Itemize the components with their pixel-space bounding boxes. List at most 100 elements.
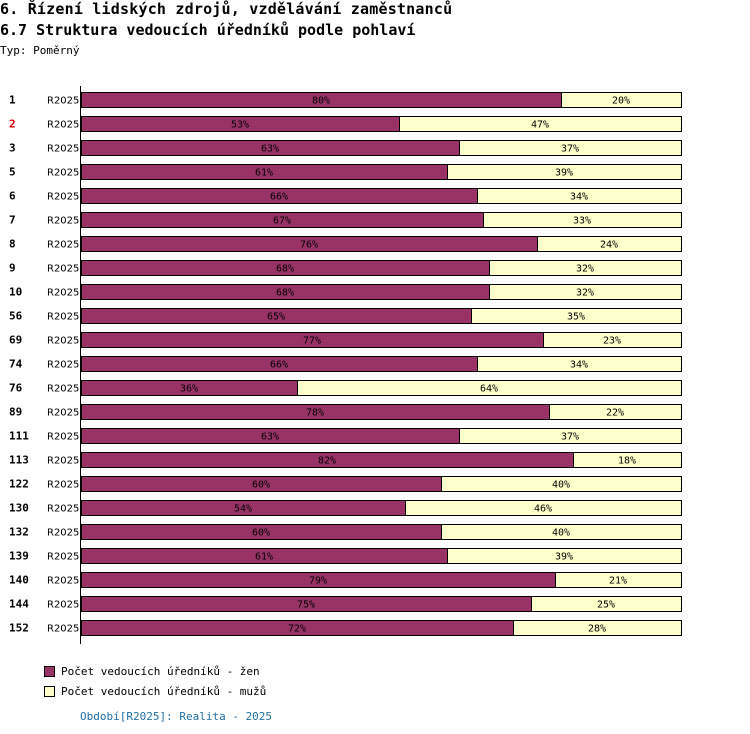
chart-title: 6.7 Struktura vedoucích úředníků podle p… xyxy=(0,21,416,39)
period-label: R2025 xyxy=(47,96,79,107)
data-label-women: 78% xyxy=(306,408,324,419)
period-label: R2025 xyxy=(47,384,79,395)
legend-label-women: Počet vedoucích úředníků - žen xyxy=(61,665,260,678)
legend-item-men: Počet vedoucích úředníků - mužů xyxy=(44,685,266,698)
category-label: 113 xyxy=(9,454,29,467)
category-label: 111 xyxy=(9,430,29,443)
category-label: 122 xyxy=(9,478,29,491)
legend-label-men: Počet vedoucích úředníků - mužů xyxy=(61,685,267,698)
period-label: R2025 xyxy=(47,360,79,371)
category-label: 140 xyxy=(9,574,29,587)
period-label: R2025 xyxy=(47,144,79,155)
bar-men xyxy=(459,428,682,444)
bar-men xyxy=(531,596,682,612)
data-label-women: 61% xyxy=(255,168,273,179)
data-label-women: 63% xyxy=(261,432,279,443)
data-label-women: 75% xyxy=(297,600,315,611)
category-label: 6 xyxy=(9,190,16,203)
data-label-women: 80% xyxy=(312,96,330,107)
data-label-women: 63% xyxy=(261,144,279,155)
period-label: R2025 xyxy=(47,120,79,131)
data-label-women: 68% xyxy=(276,264,294,275)
period-label: R2025 xyxy=(47,480,79,491)
data-label-men: 37% xyxy=(561,432,579,443)
data-label-women: 61% xyxy=(255,552,273,563)
chart-type-label: Typ: Poměrný xyxy=(0,44,80,57)
data-label-men: 24% xyxy=(600,240,618,251)
category-label: 2 xyxy=(9,118,16,131)
period-label: R2025 xyxy=(47,456,79,467)
data-label-men: 34% xyxy=(570,360,588,371)
data-label-women: 66% xyxy=(270,360,288,371)
category-label: 139 xyxy=(9,550,29,563)
bar-men xyxy=(483,212,682,228)
data-label-men: 40% xyxy=(552,480,570,491)
category-label: 7 xyxy=(9,214,16,227)
data-label-men: 37% xyxy=(561,144,579,155)
period-label: R2025 xyxy=(47,216,79,227)
category-label: 132 xyxy=(9,526,29,539)
period-label: R2025 xyxy=(47,408,79,419)
category-label: 3 xyxy=(9,142,16,155)
category-label: 8 xyxy=(9,238,16,251)
category-label: 1 xyxy=(9,94,16,107)
data-label-women: 54% xyxy=(234,504,252,515)
data-label-women: 66% xyxy=(270,192,288,203)
bar-men xyxy=(477,188,682,204)
data-label-women: 67% xyxy=(273,216,291,227)
category-label: 144 xyxy=(9,598,29,611)
legend-swatch-men xyxy=(44,686,55,697)
category-label: 152 xyxy=(9,622,29,635)
data-label-men: 21% xyxy=(609,576,627,587)
bar-men xyxy=(537,236,682,252)
legend-swatch-women xyxy=(44,666,55,677)
bar-men xyxy=(489,260,682,276)
data-label-women: 65% xyxy=(267,312,285,323)
bar-men xyxy=(477,356,682,372)
period-label: R2025 xyxy=(47,552,79,563)
category-label: 69 xyxy=(9,334,22,347)
category-label: 56 xyxy=(9,310,23,323)
data-label-women: 36% xyxy=(180,384,198,395)
data-label-men: 35% xyxy=(567,312,585,323)
data-label-men: 34% xyxy=(570,192,588,203)
data-label-women: 77% xyxy=(303,336,321,347)
data-label-men: 25% xyxy=(597,600,615,611)
bar-men xyxy=(405,500,682,516)
data-label-women: 60% xyxy=(252,480,270,491)
period-label: R2025 xyxy=(47,288,79,299)
period-label: R2025 xyxy=(47,504,79,515)
bar-men xyxy=(297,380,682,396)
category-label: 10 xyxy=(9,286,22,299)
period-footer: Období[R2025]: Realita - 2025 xyxy=(80,710,273,723)
data-label-men: 64% xyxy=(480,384,498,395)
bar-men xyxy=(489,284,682,300)
bar-men xyxy=(549,404,682,420)
period-label: R2025 xyxy=(47,264,79,275)
bar-men xyxy=(447,548,682,564)
data-label-women: 68% xyxy=(276,288,294,299)
data-label-men: 46% xyxy=(534,504,552,515)
period-label: R2025 xyxy=(47,432,79,443)
data-label-men: 40% xyxy=(552,528,570,539)
data-label-men: 32% xyxy=(576,264,594,275)
category-label: 130 xyxy=(9,502,29,515)
period-label: R2025 xyxy=(47,624,79,635)
data-label-men: 47% xyxy=(531,120,549,131)
category-label: 89 xyxy=(9,406,22,419)
period-label: R2025 xyxy=(47,240,79,251)
period-label: R2025 xyxy=(47,168,79,179)
data-label-women: 60% xyxy=(252,528,270,539)
data-label-men: 32% xyxy=(576,288,594,299)
stacked-bar-chart: 1 R2025 80% 20% 2 R2025 53% 47% 3 R2025 63% 37% 5 R20… xyxy=(9,86,682,644)
bar-men xyxy=(561,92,682,108)
data-label-men: 39% xyxy=(555,168,573,179)
period-label: R2025 xyxy=(47,192,79,203)
data-label-women: 53% xyxy=(231,120,249,131)
period-label: R2025 xyxy=(47,576,79,587)
bar-men xyxy=(447,164,682,180)
data-label-men: 22% xyxy=(606,408,624,419)
bar-men xyxy=(399,116,682,132)
data-label-men: 33% xyxy=(573,216,591,227)
category-label: 76 xyxy=(9,382,23,395)
